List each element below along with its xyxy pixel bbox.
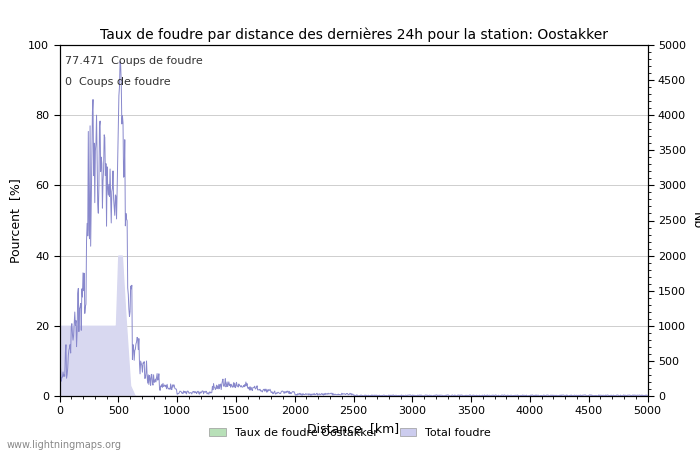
Y-axis label: Pourcent  [%]: Pourcent [%] <box>10 178 22 263</box>
X-axis label: Distance  [km]: Distance [km] <box>307 422 400 435</box>
Text: 77.471  Coups de foudre: 77.471 Coups de foudre <box>65 55 203 66</box>
Title: Taux de foudre par distance des dernières 24h pour la station: Oostakker: Taux de foudre par distance des dernière… <box>99 28 608 42</box>
Text: www.lightningmaps.org: www.lightningmaps.org <box>7 440 122 450</box>
Legend: Taux de foudre Oostakker, Total foudre: Taux de foudre Oostakker, Total foudre <box>204 423 496 442</box>
Text: 0  Coups de foudre: 0 Coups de foudre <box>65 76 171 86</box>
Y-axis label: Nb: Nb <box>690 212 700 229</box>
